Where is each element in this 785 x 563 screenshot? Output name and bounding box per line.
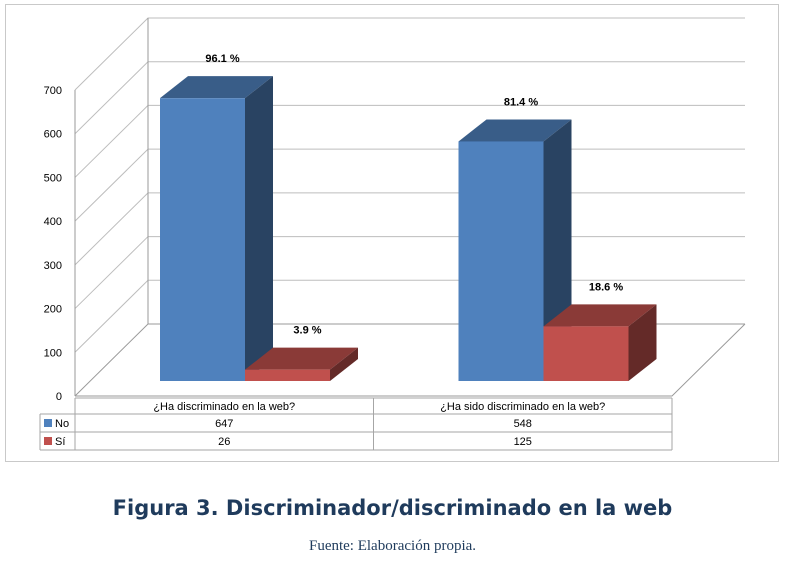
legend-label: No: [55, 418, 69, 430]
x-category-label: ¿Ha discriminado en la web?: [153, 401, 295, 413]
bar-side: [245, 76, 273, 381]
figure-title: Figura 3. Discriminador/discriminado en …: [112, 496, 673, 520]
y-tick-label: 700: [44, 85, 62, 97]
data-label: 96.1 %: [205, 53, 239, 65]
y-tick-label: 500: [44, 172, 62, 184]
x-category-label: ¿Ha sido discriminado en la web?: [440, 401, 605, 413]
bar-side: [330, 347, 358, 381]
back-wall: [148, 18, 745, 324]
table-cell-value: 647: [215, 418, 233, 430]
y-tick-label: 0: [56, 391, 62, 403]
y-tick-label: 400: [44, 216, 62, 228]
y-tick-label: 200: [44, 304, 62, 316]
bar-top: [543, 304, 657, 327]
y-tick-label: 300: [44, 260, 62, 272]
table-cell-value: 548: [514, 418, 532, 430]
legend-swatch: [44, 419, 52, 427]
bar-side: [628, 304, 657, 381]
y-tick-label: 100: [44, 347, 62, 359]
data-label: 3.9 %: [293, 325, 321, 337]
bar: [458, 141, 544, 381]
bar-top: [245, 347, 358, 370]
legend-swatch: [44, 437, 52, 445]
bar: [245, 369, 330, 381]
chart: 0 100 200 300 400 500 600 700 96.1 % 3.9 % 81.4 % 1…: [39, 17, 746, 451]
y-tick-label: 600: [44, 129, 62, 141]
table-cell-value: 26: [218, 436, 230, 448]
table-cell-value: 125: [514, 436, 532, 448]
data-label: 81.4 %: [504, 96, 538, 108]
figure-source: Fuente: Elaboración propia.: [308, 538, 477, 554]
legend-label: Sí: [55, 436, 65, 448]
data-label: 18.6 %: [589, 281, 623, 293]
bar-top: [160, 76, 273, 99]
bar-top: [458, 119, 572, 142]
bar: [543, 326, 629, 381]
floor-edge: [75, 323, 746, 397]
bar: [160, 98, 245, 381]
